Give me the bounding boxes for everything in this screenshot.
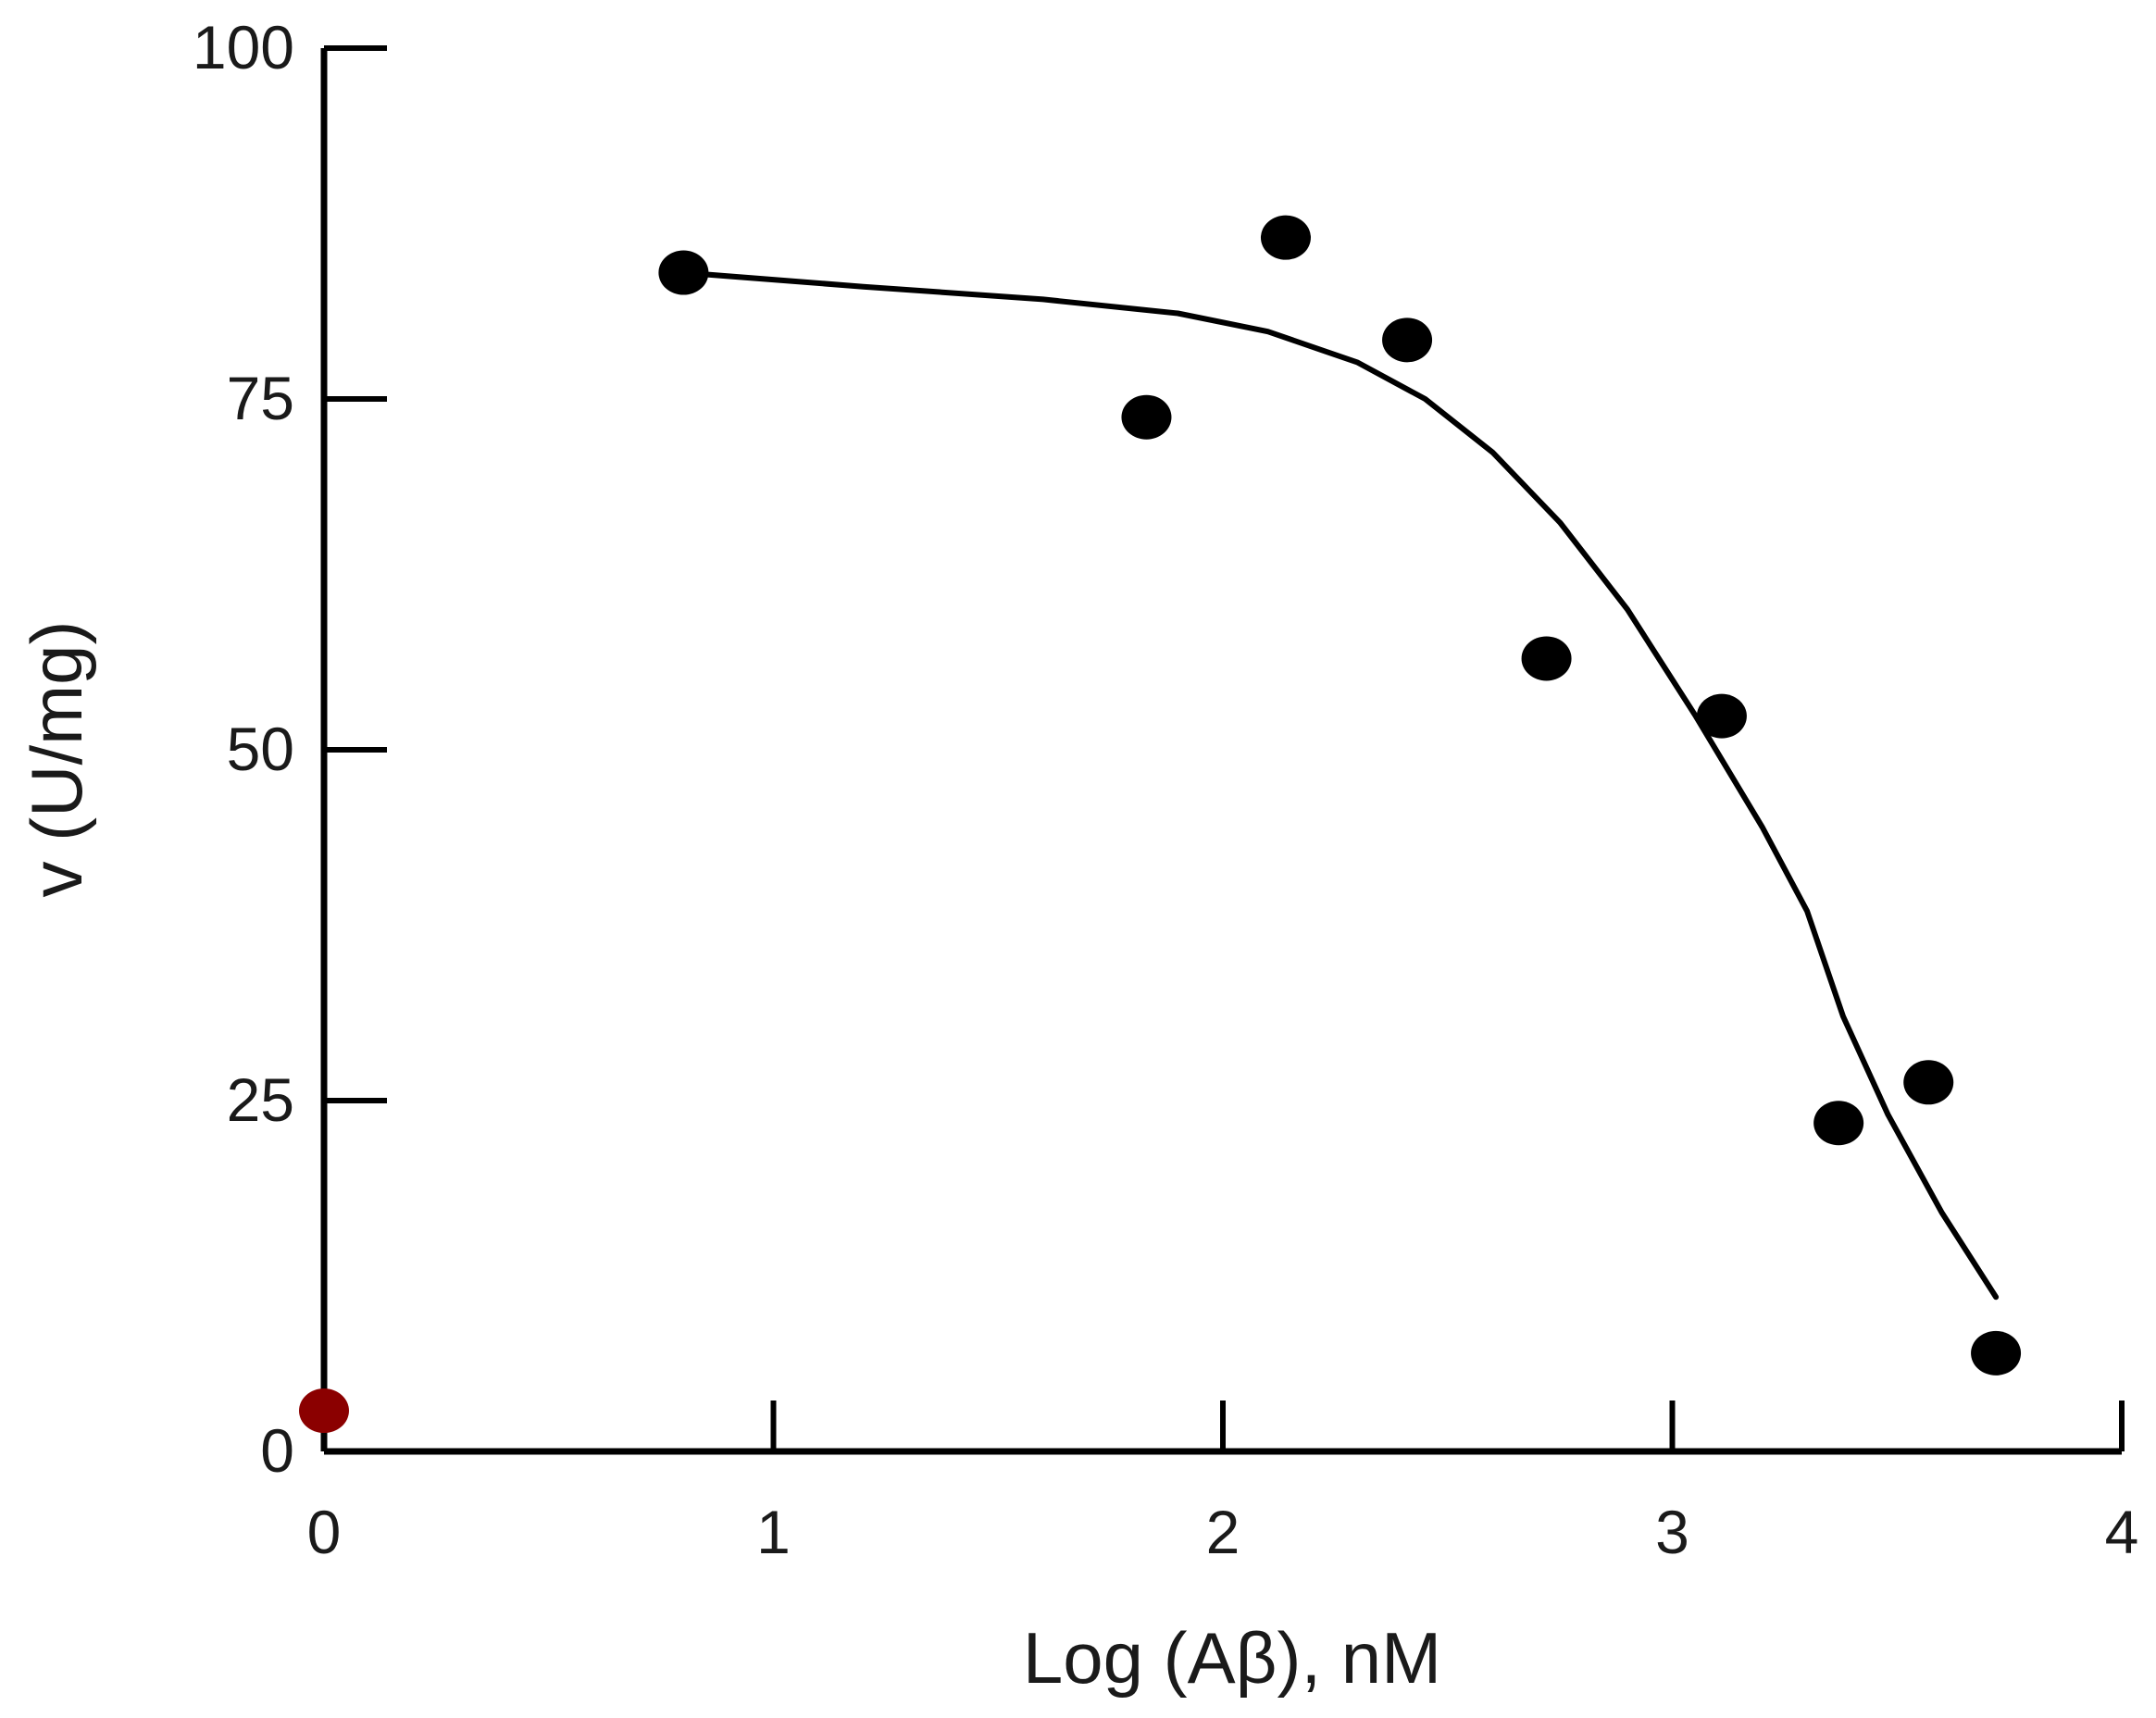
y-tick-label: 50 bbox=[227, 715, 294, 783]
data-point bbox=[1382, 317, 1433, 363]
fit-curve-layer bbox=[680, 269, 2000, 1301]
x-tick-label: 2 bbox=[1206, 1498, 1240, 1566]
data-points-layer bbox=[299, 215, 2022, 1434]
x-tick-label: 1 bbox=[756, 1498, 791, 1566]
y-axis-title: v (U/mg) bbox=[16, 621, 97, 898]
data-point bbox=[658, 250, 709, 295]
y-tick-label: 0 bbox=[260, 1416, 294, 1485]
x-axis-title: Log (Aβ), nM bbox=[1023, 1617, 1441, 1699]
fit-curve bbox=[680, 269, 2000, 1301]
x-tick-label: 4 bbox=[2105, 1498, 2139, 1566]
data-point bbox=[1903, 1060, 1954, 1105]
data-point bbox=[1521, 636, 1572, 681]
x-tick-label: 3 bbox=[1655, 1498, 1689, 1566]
data-point bbox=[1971, 1330, 2022, 1376]
y-tick-label: 100 bbox=[193, 13, 294, 81]
data-point bbox=[1260, 215, 1311, 260]
data-point bbox=[1121, 394, 1172, 440]
ticks: 0 1 2 3 4 0 25 50 75 100 bbox=[193, 13, 2138, 1566]
data-point bbox=[1696, 693, 1747, 739]
data-point bbox=[1813, 1101, 1864, 1146]
x-tick-label: 0 bbox=[307, 1498, 342, 1566]
y-tick-label: 75 bbox=[227, 364, 294, 432]
axes bbox=[320, 48, 2122, 1455]
data-point bbox=[299, 1388, 349, 1434]
y-tick-label: 25 bbox=[227, 1065, 294, 1134]
